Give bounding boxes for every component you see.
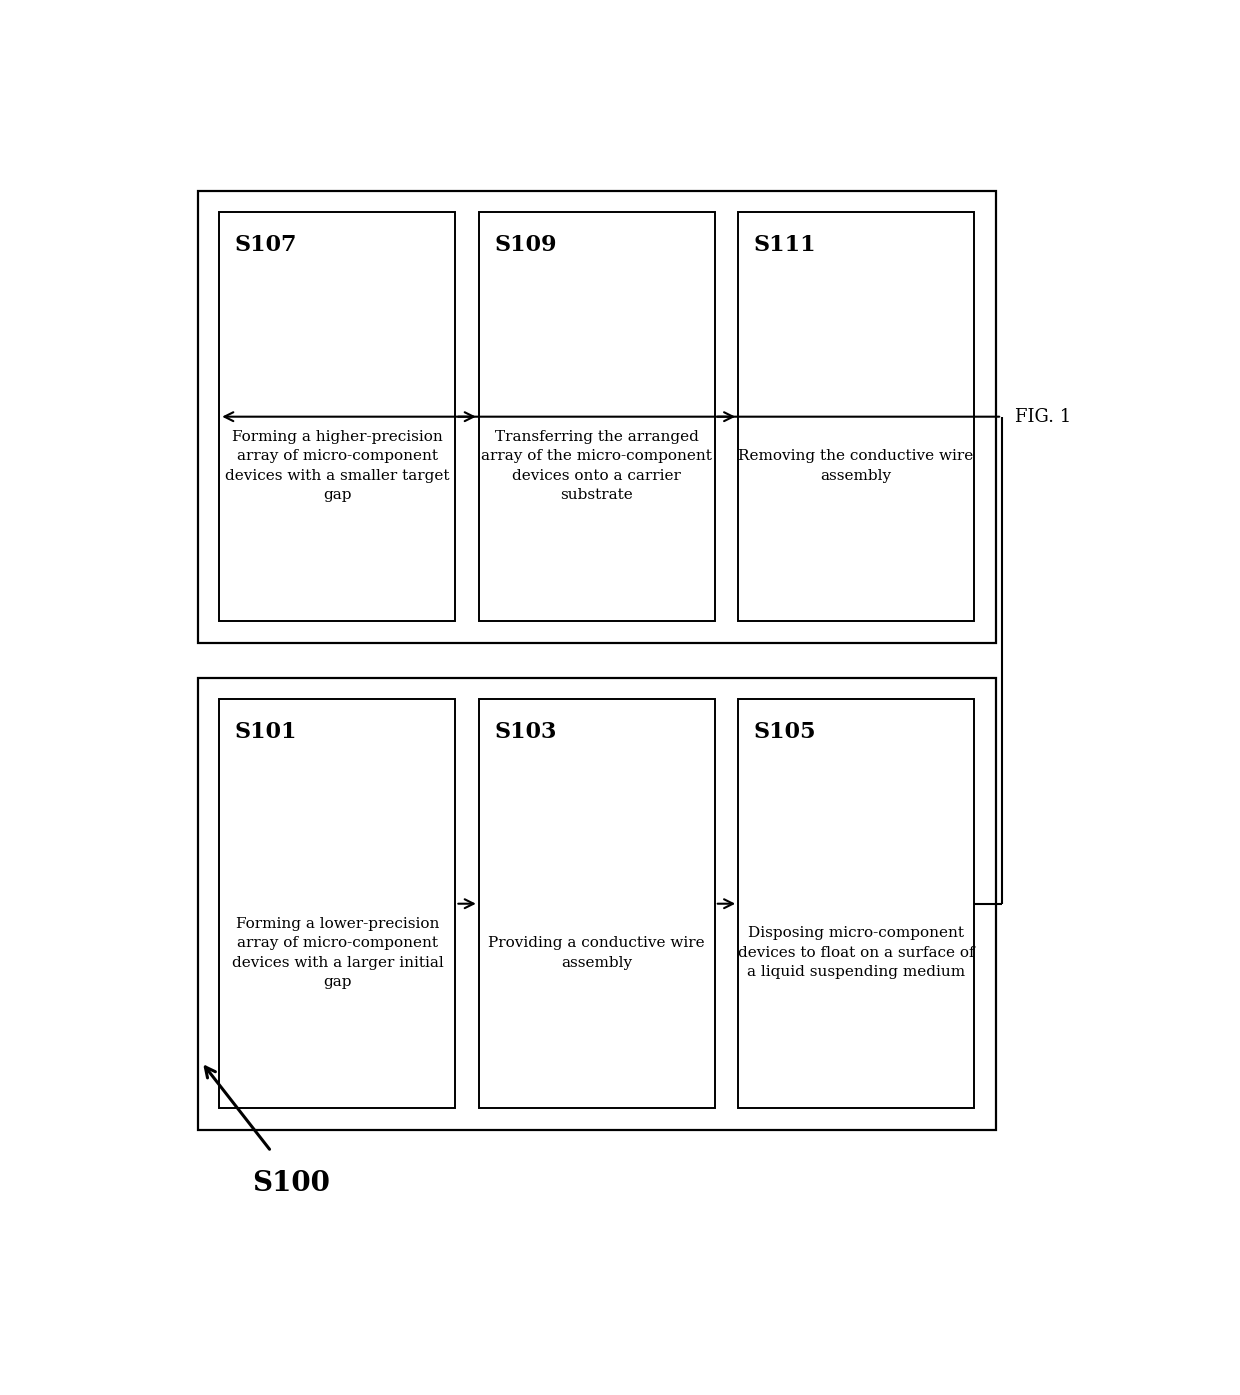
Bar	[197, 191, 996, 643]
Bar	[479, 212, 714, 621]
Text: Providing a conductive wire
assembly: Providing a conductive wire assembly	[489, 936, 706, 970]
Bar	[738, 699, 975, 1109]
Text: FIG. 1: FIG. 1	[1016, 407, 1071, 425]
Bar	[479, 699, 714, 1109]
Bar	[197, 678, 996, 1130]
Text: S107: S107	[234, 233, 298, 255]
Bar	[219, 699, 455, 1109]
Text: S109: S109	[495, 233, 557, 255]
Text: Forming a lower-precision
array of micro-component
devices with a larger initial: Forming a lower-precision array of micro…	[232, 917, 443, 989]
Text: Disposing micro-component
devices to float on a surface of
a liquid suspending m: Disposing micro-component devices to flo…	[738, 926, 975, 979]
Text: Removing the conductive wire
assembly: Removing the conductive wire assembly	[739, 449, 973, 483]
Text: S100: S100	[252, 1170, 330, 1197]
Text: S103: S103	[495, 721, 557, 742]
Bar	[738, 212, 975, 621]
Bar	[219, 212, 455, 621]
Text: S105: S105	[754, 721, 816, 742]
Text: S101: S101	[234, 721, 298, 742]
Text: Forming a higher-precision
array of micro-component
devices with a smaller targe: Forming a higher-precision array of micr…	[226, 430, 450, 502]
Text: S111: S111	[754, 233, 816, 255]
Text: Transferring the arranged
array of the micro-component
devices onto a carrier
su: Transferring the arranged array of the m…	[481, 430, 712, 502]
